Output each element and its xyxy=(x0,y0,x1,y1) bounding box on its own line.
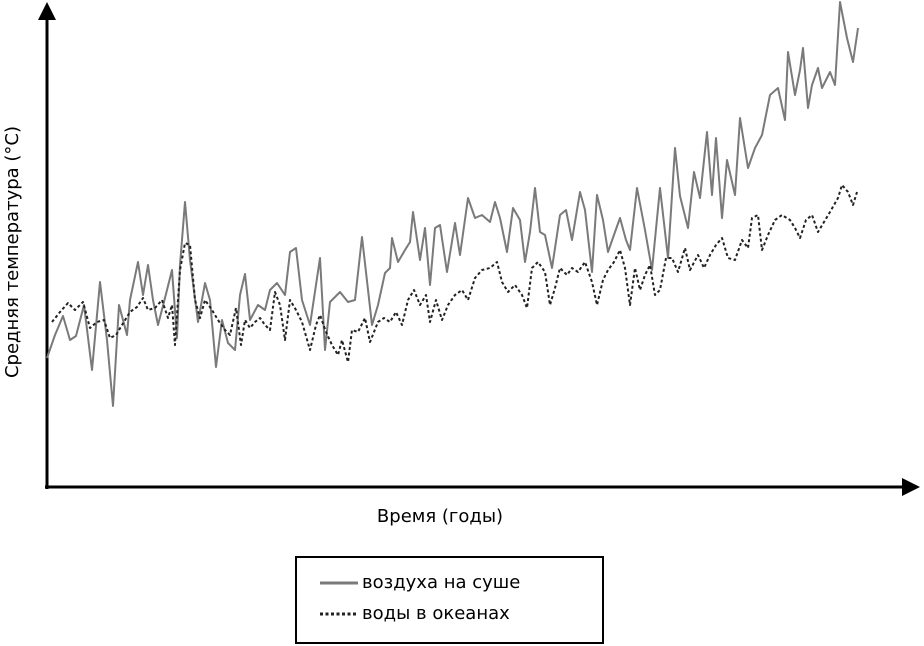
y-axis-arrow xyxy=(38,2,56,20)
x-axis-arrow xyxy=(902,478,920,496)
legend: воздуха на суше воды в океанах xyxy=(320,572,520,624)
legend-label: воздуха на суше xyxy=(362,572,520,593)
legend-box xyxy=(295,556,604,644)
legend-label: воды в океанах xyxy=(362,603,510,624)
series-line xyxy=(46,1,859,407)
plot-area xyxy=(46,1,859,407)
series-line xyxy=(51,184,858,363)
x-axis-title: Время (годы) xyxy=(377,506,503,527)
y-axis-title: Средняя температура (°C) xyxy=(2,126,23,378)
